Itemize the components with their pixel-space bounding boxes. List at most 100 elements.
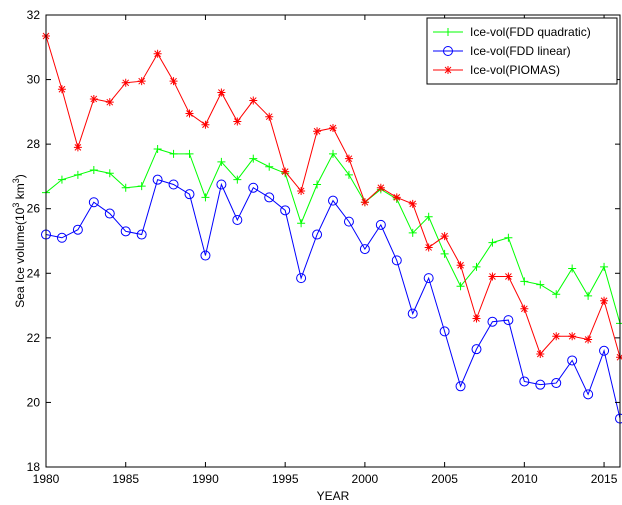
data-point bbox=[249, 96, 258, 105]
data-point bbox=[600, 296, 609, 305]
data-point bbox=[359, 244, 370, 255]
x-axis-label: YEAR bbox=[317, 489, 350, 503]
data-point bbox=[136, 229, 147, 240]
data-point bbox=[455, 381, 466, 392]
data-point bbox=[281, 167, 290, 176]
data-point bbox=[137, 77, 146, 86]
data-point bbox=[536, 350, 545, 358]
data-point bbox=[104, 208, 115, 219]
data-point bbox=[297, 219, 306, 228]
data-point bbox=[407, 308, 418, 319]
data-point bbox=[169, 149, 178, 158]
data-point bbox=[552, 332, 561, 341]
series-2 bbox=[41, 174, 622, 424]
data-point bbox=[73, 143, 82, 152]
data-point bbox=[152, 174, 163, 185]
series-1 bbox=[42, 144, 622, 328]
data-point bbox=[137, 182, 146, 191]
data-point bbox=[456, 282, 465, 291]
data-point bbox=[344, 154, 353, 163]
data-point bbox=[73, 170, 82, 179]
x-tick-label: 1980 bbox=[33, 472, 60, 486]
data-point bbox=[233, 117, 242, 126]
y-tick-label: 20 bbox=[27, 395, 41, 409]
data-point bbox=[120, 226, 131, 237]
data-point bbox=[360, 198, 369, 207]
data-point bbox=[233, 175, 242, 184]
data-point bbox=[89, 165, 98, 174]
x-tick-label: 2010 bbox=[511, 472, 538, 486]
x-tick-label: 2015 bbox=[591, 472, 618, 486]
data-point bbox=[472, 314, 481, 323]
x-tick-label: 1995 bbox=[272, 472, 299, 486]
data-point bbox=[471, 344, 482, 355]
data-point bbox=[329, 124, 337, 132]
data-point bbox=[439, 326, 450, 337]
y-tick-label: 26 bbox=[27, 202, 41, 216]
data-point bbox=[312, 229, 323, 240]
data-point bbox=[265, 162, 274, 171]
data-point bbox=[440, 232, 449, 241]
plot-frame bbox=[45, 14, 621, 468]
legend: Ice-vol(FDD quadratic) Ice-vol(FDD linear… bbox=[426, 17, 618, 85]
data-point bbox=[329, 149, 337, 158]
data-point bbox=[313, 180, 322, 189]
data-point bbox=[121, 183, 130, 192]
legend-marker bbox=[443, 46, 453, 56]
x-tick-label: 2000 bbox=[352, 472, 379, 486]
x-tick-label: 1990 bbox=[192, 472, 219, 486]
data-point bbox=[504, 233, 513, 242]
data-point bbox=[551, 378, 562, 389]
data-point bbox=[200, 250, 211, 261]
y-tick-label: 30 bbox=[27, 73, 41, 87]
data-point bbox=[520, 277, 529, 286]
data-point bbox=[249, 154, 258, 163]
data-point bbox=[185, 149, 194, 158]
data-point bbox=[184, 189, 195, 200]
legend-label: Ice-vol(PIOMAS) bbox=[470, 63, 560, 77]
data-point bbox=[343, 216, 354, 227]
data-point bbox=[217, 157, 226, 166]
data-point bbox=[56, 232, 67, 243]
data-point bbox=[297, 186, 306, 195]
data-point bbox=[519, 376, 530, 387]
legend-entry: Ice-vol(FDD quadratic) bbox=[433, 25, 591, 39]
data-point bbox=[57, 175, 66, 184]
data-point bbox=[105, 98, 114, 107]
data-point bbox=[408, 228, 417, 237]
legend-entry: Ice-vol(FDD linear) bbox=[433, 44, 571, 58]
data-point bbox=[376, 183, 385, 192]
data-point bbox=[503, 315, 514, 326]
ticks-layer: 1980 1985 1990 1995 2000 2005 2010 2015 18 20 22 24… bbox=[27, 8, 620, 486]
y-axis-label: Sea Ice volume(103 km3) bbox=[11, 174, 27, 307]
data-point bbox=[424, 243, 433, 252]
legend-label: Ice-vol(FDD linear) bbox=[470, 44, 571, 58]
data-point bbox=[105, 169, 114, 178]
data-point bbox=[217, 88, 226, 97]
data-point bbox=[264, 192, 275, 203]
data-point bbox=[201, 193, 210, 202]
data-point bbox=[392, 193, 401, 202]
data-point bbox=[153, 144, 162, 153]
data-point bbox=[201, 120, 210, 129]
data-point bbox=[535, 379, 546, 390]
x-tick-label: 1985 bbox=[112, 472, 139, 486]
legend-marker bbox=[444, 28, 452, 36]
data-point bbox=[423, 273, 434, 284]
data-point bbox=[296, 273, 307, 284]
data-point bbox=[265, 112, 274, 121]
data-point bbox=[424, 212, 433, 221]
data-point bbox=[72, 224, 83, 235]
data-point bbox=[520, 304, 529, 313]
data-point bbox=[57, 85, 66, 94]
data-point bbox=[472, 262, 481, 271]
series-line bbox=[45, 179, 621, 419]
data-point bbox=[456, 261, 465, 270]
data-point bbox=[232, 215, 243, 226]
data-point bbox=[168, 179, 179, 190]
data-point bbox=[488, 238, 497, 247]
data-point bbox=[153, 49, 162, 58]
data-point bbox=[121, 78, 130, 87]
data-point bbox=[408, 199, 417, 208]
